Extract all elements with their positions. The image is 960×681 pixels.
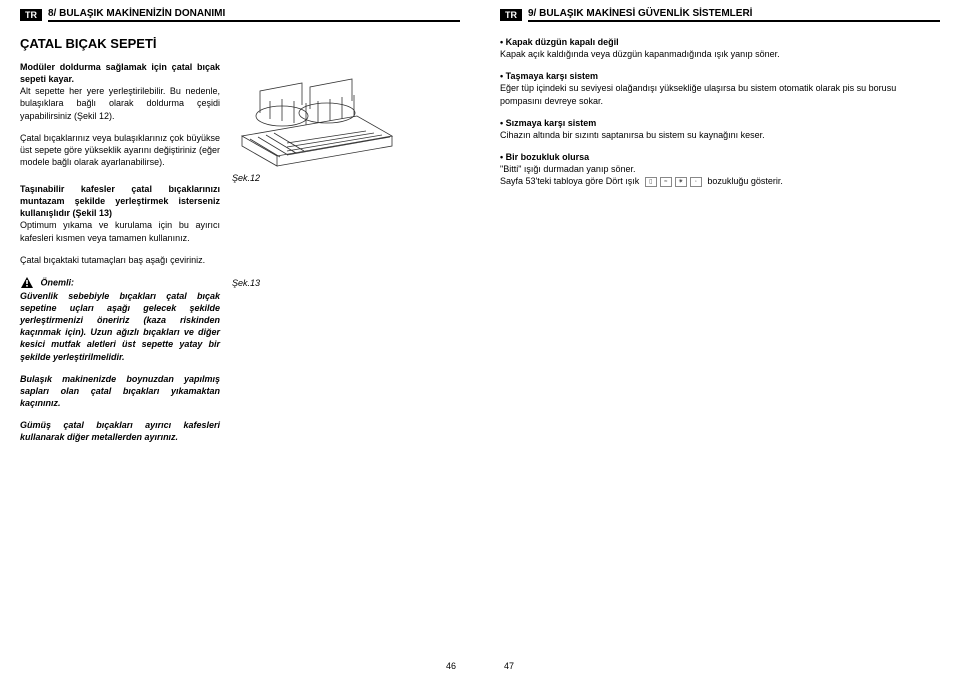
important-para: Önemli: Güvenlik sebebiyle bıçakları çat…	[20, 276, 220, 363]
bullet-3: Sızmaya karşı sistem Cihazın altında bir…	[500, 117, 940, 141]
bullet-4: Bir bozukluk olursa "Bitti" ışığı durmad…	[500, 151, 940, 187]
important-text: Güvenlik sebebiyle bıçakları çatal bıçak…	[20, 291, 220, 362]
bullet-2: Taşmaya karşı sistem Eğer tüp içindeki s…	[500, 70, 940, 106]
important-block: Önemli: Güvenlik sebebiyle bıçakları çat…	[20, 276, 220, 373]
fig12-label: Şek.12	[232, 173, 260, 183]
b4-line1: "Bitti" ışığı durmadan yanıp söner.	[500, 163, 940, 175]
lang-badge: TR	[20, 9, 42, 21]
b4-line1-text: "Bitti" ışığı durmadan yanıp söner.	[500, 164, 635, 174]
indicator-icons: ▯ ≈ ✷ ◦	[645, 177, 702, 187]
b2-text: Eğer tüp içindeki su seviyesi olağandışı…	[500, 82, 940, 106]
header-title: 8/ BULAŞIK MAKİNENİZİN DONANIMI	[48, 8, 460, 22]
page-number-left: 46	[446, 661, 456, 671]
indicator-icon-2: ≈	[660, 177, 672, 187]
right-body: Kapak düzgün kapalı değil Kapak açık kal…	[500, 36, 940, 187]
indicator-icon-3: ✷	[675, 177, 687, 187]
para-3-rest: Optimum yıkama ve kurulama için bu ayırı…	[20, 220, 220, 242]
b1-head: Kapak düzgün kapalı değil	[500, 36, 940, 48]
intro-text-col: Modüler doldurma sağlamak için çatal bıç…	[20, 61, 220, 183]
page-right: TR 9/ BULAŞIK MAKİNESİ GÜVENLİK SİSTEMLE…	[480, 0, 960, 681]
section-title: ÇATAL BIÇAK SEPETİ	[20, 36, 460, 51]
b4-head: Bir bozukluk olursa	[500, 151, 940, 163]
header-title-r: 9/ BULAŞIK MAKİNESİ GÜVENLİK SİSTEMLERİ	[528, 8, 940, 22]
para-1-bold: Modüler doldurma sağlamak için çatal bıç…	[20, 62, 220, 84]
important-row: Önemli: Güvenlik sebebiyle bıçakları çat…	[20, 276, 460, 373]
dish-rack-illustration	[232, 61, 402, 171]
warning-icon	[20, 276, 34, 290]
header-bar-right: TR 9/ BULAŞIK MAKİNESİ GÜVENLİK SİSTEMLE…	[500, 8, 940, 22]
para-5: Bulaşık makinenizde boynuzdan yapılmış s…	[20, 373, 220, 409]
b4-line2b: bozukluğu gösterir.	[707, 176, 783, 186]
page-left: TR 8/ BULAŞIK MAKİNENİZİN DONANIMI ÇATAL…	[0, 0, 480, 681]
indicator-icon-4: ◦	[690, 177, 702, 187]
b4-line2a: Sayfa 53'teki tabloya göre Dört ışık	[500, 176, 639, 186]
page-number-right: 47	[504, 661, 514, 671]
para-1: Modüler doldurma sağlamak için çatal bıç…	[20, 61, 220, 122]
b2-head: Taşmaya karşı sistem	[500, 70, 940, 82]
b3-head: Sızmaya karşı sistem	[500, 117, 940, 129]
para-3-bold: Taşınabilir kafesler çatal bıçaklarınızı…	[20, 184, 220, 218]
header-bar-left: TR 8/ BULAŞIK MAKİNENİZİN DONANIMI	[20, 8, 460, 22]
b1-text: Kapak açık kaldığında veya düzgün kapanm…	[500, 48, 940, 60]
para-4: Çatal bıçaktaki tutamaçları baş aşağı çe…	[20, 254, 220, 266]
b4-line2: Sayfa 53'teki tabloya göre Dört ışık ▯ ≈…	[500, 175, 940, 187]
para-6: Gümüş çatal bıçakları ayırıcı kafesleri …	[20, 419, 220, 443]
para-3: Taşınabilir kafesler çatal bıçaklarınızı…	[20, 183, 220, 244]
para-2: Çatal bıçaklarınız veya bulaşıklarınız ç…	[20, 132, 220, 168]
fig13-label: Şek.13	[232, 278, 260, 288]
b3-text: Cihazın altında bir sızıntı saptanırsa b…	[500, 129, 940, 141]
indicator-icon-1: ▯	[645, 177, 657, 187]
fig13-col: Şek.13	[232, 276, 460, 373]
fig12-col: Şek.12	[232, 61, 460, 183]
bullet-1: Kapak düzgün kapalı değil Kapak açık kal…	[500, 36, 940, 60]
intro-row: Modüler doldurma sağlamak için çatal bıç…	[20, 61, 460, 183]
important-label: Önemli:	[41, 277, 75, 287]
para-1-rest: Alt sepette her yere yerleştirilebilir. …	[20, 86, 220, 120]
lang-badge-r: TR	[500, 9, 522, 21]
